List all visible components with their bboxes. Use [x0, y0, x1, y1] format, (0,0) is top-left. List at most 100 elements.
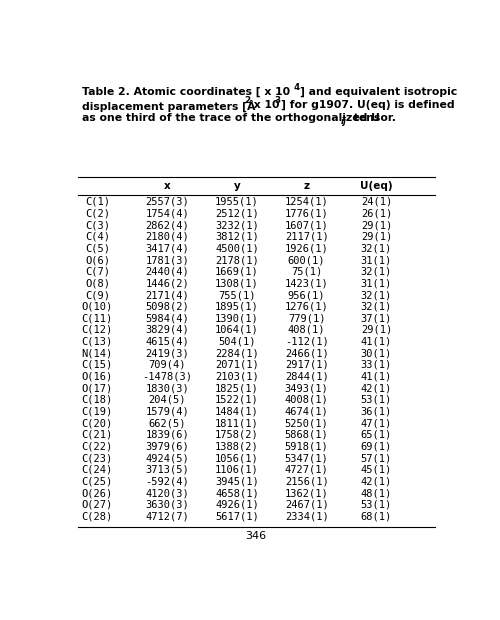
Text: C(7): C(7) [85, 267, 110, 277]
Text: C(19): C(19) [82, 407, 113, 417]
Text: 1388(2): 1388(2) [215, 441, 259, 451]
Text: 2178(1): 2178(1) [215, 255, 259, 265]
Text: 48(1): 48(1) [361, 488, 392, 498]
Text: x: x [164, 181, 170, 191]
Text: 4926(1): 4926(1) [215, 500, 259, 510]
Text: 1522(1): 1522(1) [215, 395, 259, 405]
Text: 32(1): 32(1) [361, 267, 392, 277]
Text: 2284(1): 2284(1) [215, 348, 259, 358]
Text: 4924(5): 4924(5) [145, 453, 189, 463]
Text: 2: 2 [244, 96, 250, 105]
Text: O(26): O(26) [82, 488, 113, 498]
Text: 1825(1): 1825(1) [215, 383, 259, 393]
Text: ] for g1907. U(eq) is defined: ] for g1907. U(eq) is defined [280, 100, 454, 110]
Text: 3417(4): 3417(4) [145, 244, 189, 254]
Text: 3945(1): 3945(1) [215, 476, 259, 487]
Text: 1781(3): 1781(3) [145, 255, 189, 265]
Text: 4658(1): 4658(1) [215, 488, 259, 498]
Text: C(4): C(4) [85, 232, 110, 242]
Text: 1839(6): 1839(6) [145, 430, 189, 440]
Text: 57(1): 57(1) [361, 453, 392, 463]
Text: 68(1): 68(1) [361, 512, 392, 521]
Text: 1811(1): 1811(1) [215, 418, 259, 428]
Text: 5098(2): 5098(2) [145, 302, 189, 312]
Text: x 10: x 10 [250, 100, 279, 110]
Text: 4674(1): 4674(1) [285, 407, 329, 417]
Text: 41(1): 41(1) [361, 371, 392, 381]
Text: 408(1): 408(1) [288, 325, 326, 335]
Text: ij: ij [340, 117, 346, 126]
Text: 31(1): 31(1) [361, 255, 392, 265]
Text: 1830(3): 1830(3) [145, 383, 189, 393]
Text: 3: 3 [275, 96, 281, 105]
Text: 1064(1): 1064(1) [215, 325, 259, 335]
Text: 1758(2): 1758(2) [215, 430, 259, 440]
Text: -592(4): -592(4) [145, 476, 189, 487]
Text: 47(1): 47(1) [361, 418, 392, 428]
Text: C(12): C(12) [82, 325, 113, 335]
Text: 1607(1): 1607(1) [285, 220, 329, 230]
Text: 41(1): 41(1) [361, 337, 392, 347]
Text: C(1): C(1) [85, 197, 110, 207]
Text: 1276(1): 1276(1) [285, 302, 329, 312]
Text: O(17): O(17) [82, 383, 113, 393]
Text: 2156(1): 2156(1) [285, 476, 329, 487]
Text: 204(5): 204(5) [148, 395, 186, 405]
Text: z: z [304, 181, 310, 191]
Text: Table 2. Atomic coordinates [ x 10: Table 2. Atomic coordinates [ x 10 [82, 86, 290, 97]
Text: 1776(1): 1776(1) [285, 208, 329, 218]
Text: 755(1): 755(1) [218, 290, 256, 300]
Text: 2512(1): 2512(1) [215, 208, 259, 218]
Text: 29(1): 29(1) [361, 325, 392, 335]
Text: 1955(1): 1955(1) [215, 197, 259, 207]
Text: 53(1): 53(1) [361, 395, 392, 405]
Text: 2844(1): 2844(1) [285, 371, 329, 381]
Text: C(2): C(2) [85, 208, 110, 218]
Text: 4615(4): 4615(4) [145, 337, 189, 347]
Text: 504(1): 504(1) [218, 337, 256, 347]
Text: 2071(1): 2071(1) [215, 360, 259, 370]
Text: 2467(1): 2467(1) [285, 500, 329, 510]
Text: 1362(1): 1362(1) [285, 488, 329, 498]
Text: as one third of the trace of the orthogonalized U: as one third of the trace of the orthogo… [82, 113, 380, 123]
Text: C(5): C(5) [85, 244, 110, 254]
Text: 4727(1): 4727(1) [285, 465, 329, 475]
Text: 42(1): 42(1) [361, 383, 392, 393]
Text: 2557(3): 2557(3) [145, 197, 189, 207]
Text: 1423(1): 1423(1) [285, 278, 329, 288]
Text: O(27): O(27) [82, 500, 113, 510]
Text: C(24): C(24) [82, 465, 113, 475]
Text: 32(1): 32(1) [361, 302, 392, 312]
Text: -1478(3): -1478(3) [142, 371, 192, 381]
Text: 2419(3): 2419(3) [145, 348, 189, 358]
Text: C(11): C(11) [82, 313, 113, 324]
Text: C(21): C(21) [82, 430, 113, 440]
Text: 3979(6): 3979(6) [145, 441, 189, 451]
Text: 3493(1): 3493(1) [285, 383, 329, 393]
Text: 709(4): 709(4) [148, 360, 186, 370]
Text: C(23): C(23) [82, 453, 113, 463]
Text: C(28): C(28) [82, 512, 113, 521]
Text: 1484(1): 1484(1) [215, 407, 259, 417]
Text: ] and equivalent isotropic: ] and equivalent isotropic [300, 86, 457, 97]
Text: O(8): O(8) [85, 278, 110, 288]
Text: 31(1): 31(1) [361, 278, 392, 288]
Text: O(10): O(10) [82, 302, 113, 312]
Text: 1754(4): 1754(4) [145, 208, 189, 218]
Text: 1895(1): 1895(1) [215, 302, 259, 312]
Text: C(9): C(9) [85, 290, 110, 300]
Text: C(25): C(25) [82, 476, 113, 487]
Text: tensor.: tensor. [350, 113, 396, 123]
Text: 1308(1): 1308(1) [215, 278, 259, 288]
Text: 5250(1): 5250(1) [285, 418, 329, 428]
Text: 5868(1): 5868(1) [285, 430, 329, 440]
Text: 2103(1): 2103(1) [215, 371, 259, 381]
Text: 2171(4): 2171(4) [145, 290, 189, 300]
Text: 42(1): 42(1) [361, 476, 392, 487]
Text: 32(1): 32(1) [361, 244, 392, 254]
Text: 75(1): 75(1) [291, 267, 322, 277]
Text: 3713(5): 3713(5) [145, 465, 189, 475]
Text: 1254(1): 1254(1) [285, 197, 329, 207]
Text: 65(1): 65(1) [361, 430, 392, 440]
Text: 24(1): 24(1) [361, 197, 392, 207]
